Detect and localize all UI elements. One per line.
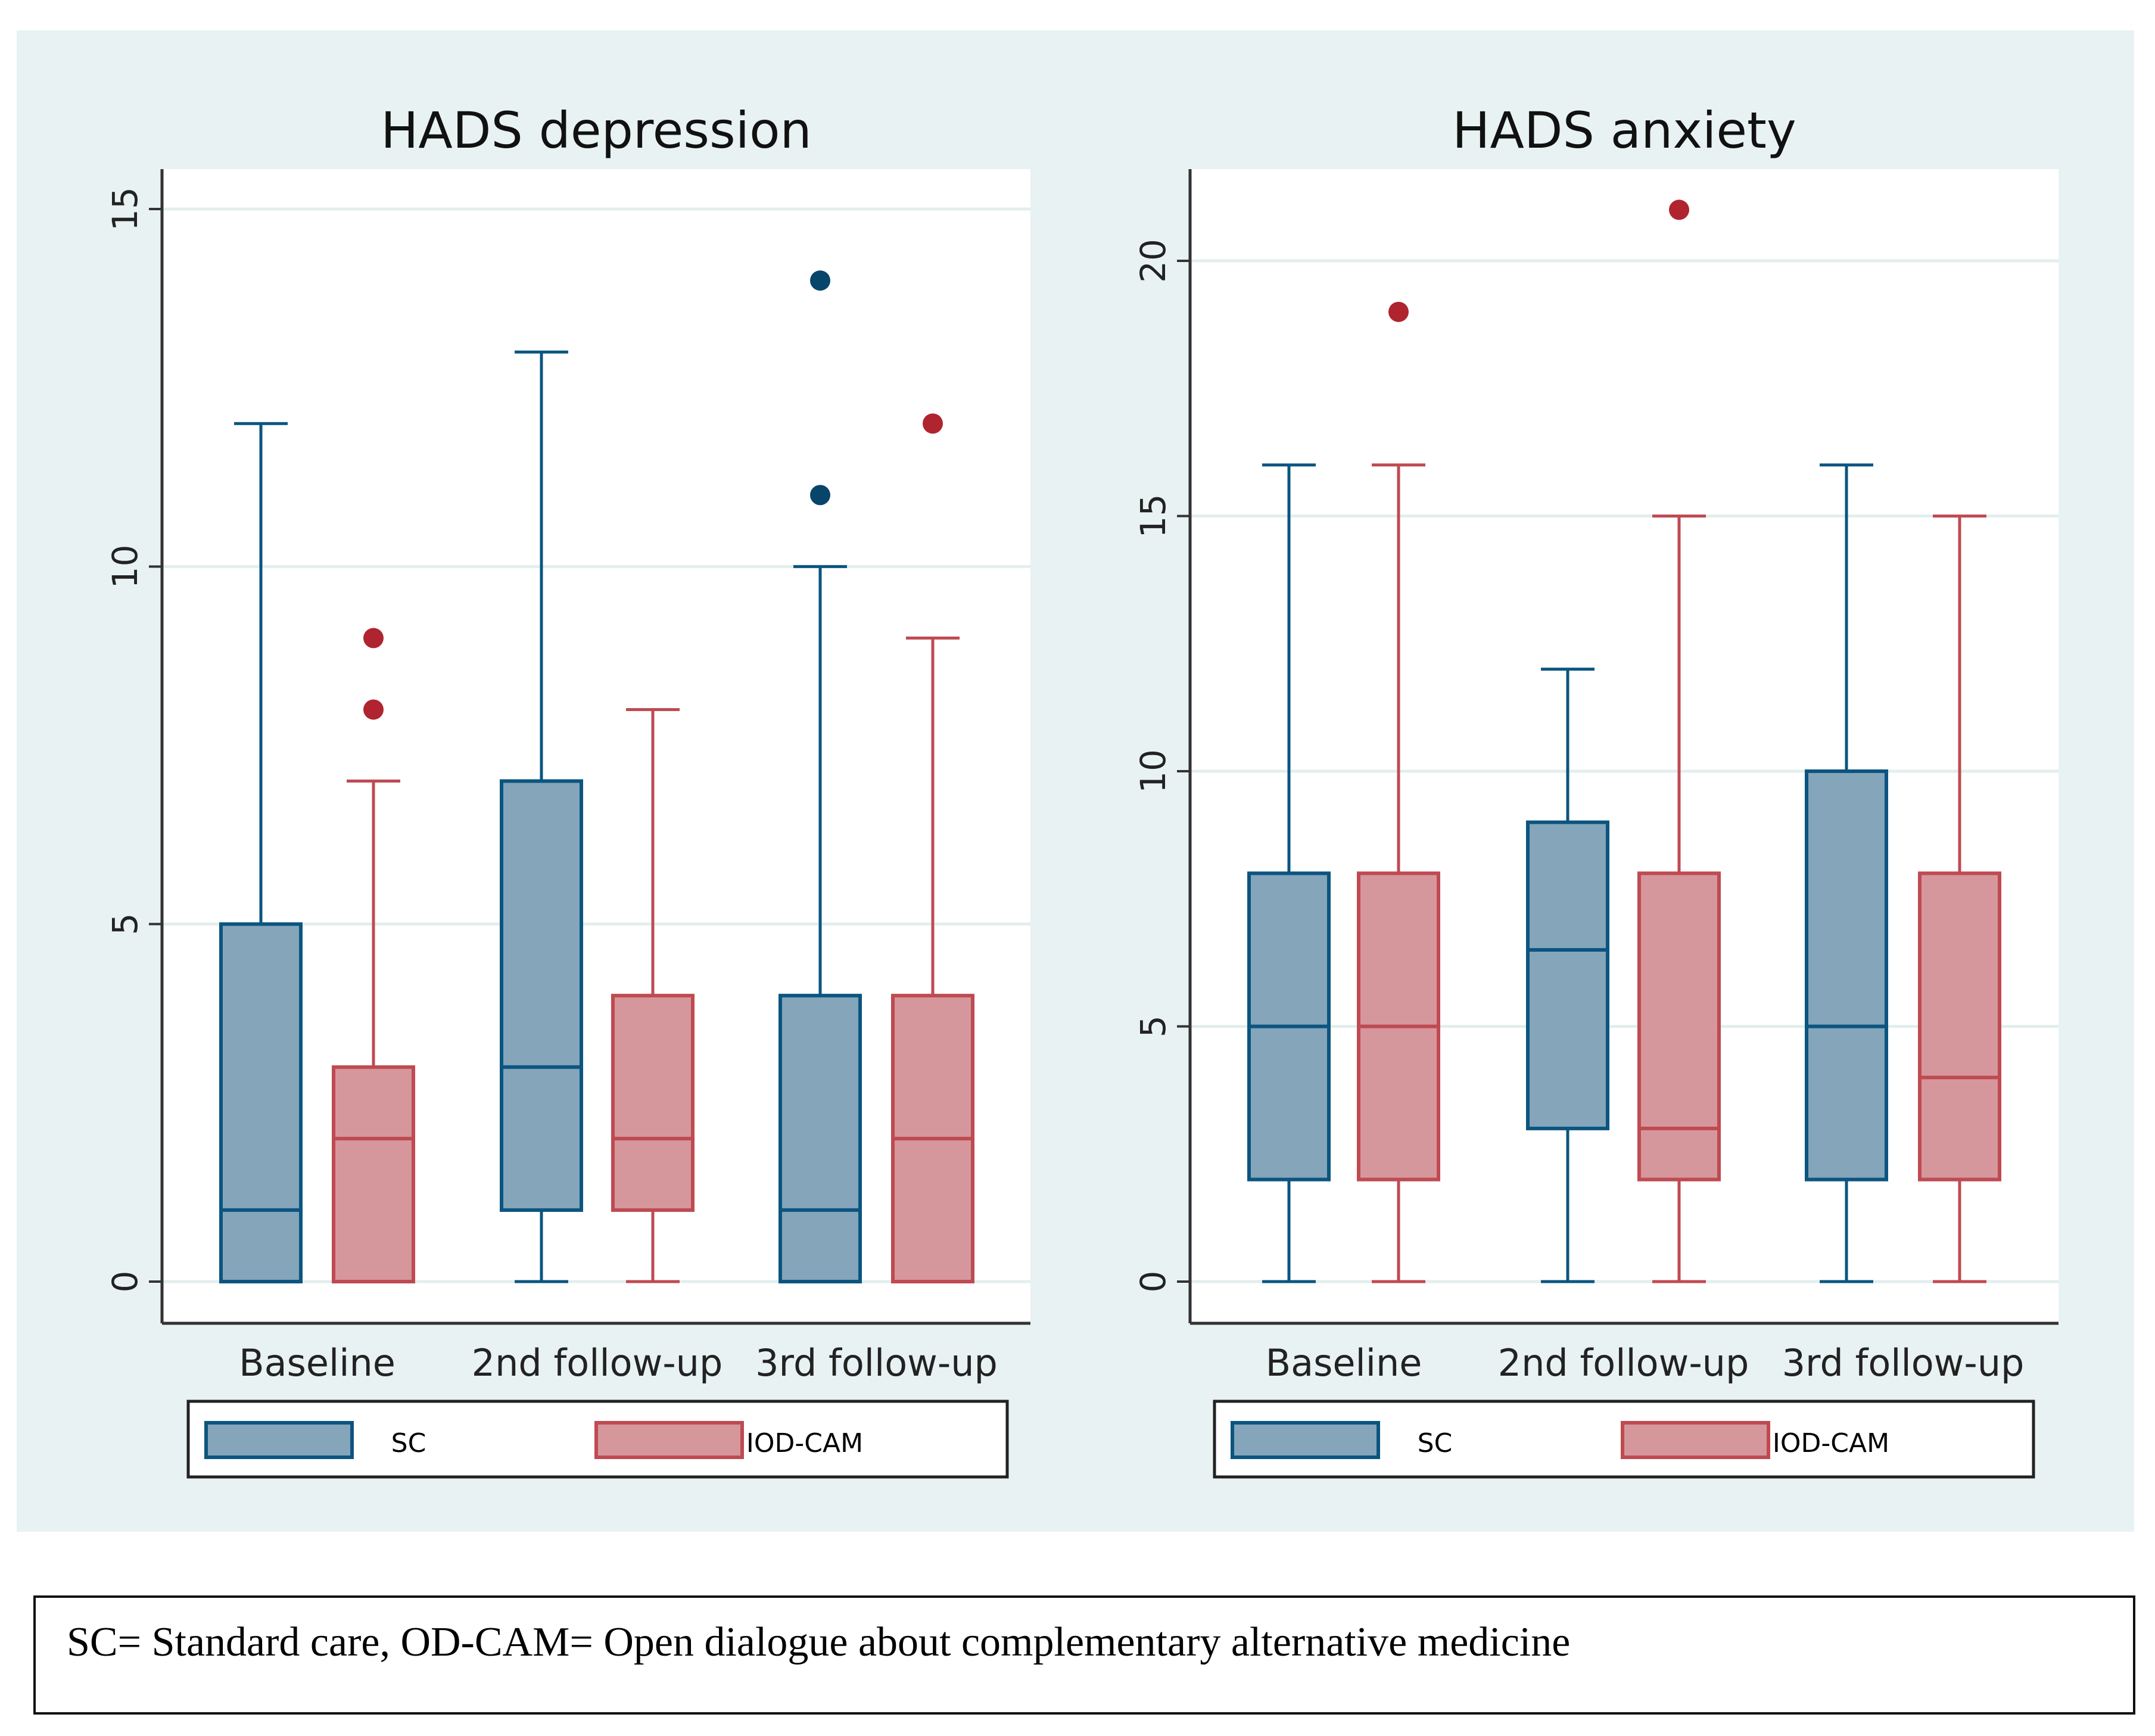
box-sc (219, 422, 303, 1283)
legend-label: SC (391, 1428, 426, 1458)
chart-title: HADS depression (381, 101, 812, 160)
x-category-label: Baseline (1266, 1341, 1422, 1385)
y-tick-label: 10 (105, 544, 145, 588)
iqr-box (500, 779, 583, 1212)
x-category-label: 2nd follow-up (1498, 1341, 1749, 1385)
legend-label: SC (1418, 1428, 1453, 1458)
legend-swatch (1621, 1421, 1770, 1459)
box-sc (1526, 668, 1609, 1283)
chart-panel-1: HADS anxiety 0 5 10 15 20 Baseline 2nd follow-u… (1133, 101, 2059, 1479)
iqr-box (778, 993, 862, 1283)
box-iod-cam (1637, 200, 1721, 1283)
y-tick-label: 10 (1133, 749, 1173, 793)
y-tick-label: 0 (1133, 1271, 1173, 1293)
iqr-box (1637, 871, 1721, 1182)
y-tick-label: 5 (105, 913, 145, 935)
outlier-point (810, 485, 830, 506)
box-iod-cam (611, 708, 695, 1283)
iqr-box (219, 922, 303, 1283)
y-tick-label: 15 (1133, 494, 1173, 538)
outlier-point (1669, 200, 1689, 220)
x-category-label: 3rd follow-up (755, 1341, 998, 1385)
outlier-point (923, 413, 943, 434)
legend-swatch (204, 1421, 354, 1459)
iqr-box (332, 1065, 415, 1284)
chart-title: HADS anxiety (1452, 101, 1796, 160)
x-category-label: 3rd follow-up (1782, 1341, 2025, 1385)
y-tick-label: 20 (1133, 239, 1173, 283)
legend-label: IOD-CAM (1773, 1428, 1889, 1458)
box-sc (778, 270, 862, 1283)
box-sc (1805, 463, 1888, 1283)
plot-area (162, 169, 1030, 1323)
iqr-box (1918, 871, 2001, 1182)
x-category-label: 2nd follow-up (472, 1341, 723, 1385)
y-tick-label: 0 (105, 1271, 145, 1293)
iqr-box (1526, 820, 1609, 1130)
chart-panel-0: HADS depression 0 5 10 15 Baseline 2nd follow-… (105, 101, 1030, 1479)
caption-box (33, 1595, 2135, 1715)
box-iod-cam (891, 413, 974, 1283)
outlier-point (1388, 301, 1409, 322)
legend-swatch (1231, 1421, 1380, 1459)
box-iod-cam (1357, 301, 1440, 1283)
plot-area (1190, 169, 2059, 1323)
legend: SC IOD-CAM (186, 1400, 1009, 1479)
legend: SC IOD-CAM (1213, 1400, 2035, 1479)
iqr-box (611, 993, 695, 1212)
legend-swatch (594, 1421, 744, 1459)
legend-label: IOD-CAM (746, 1428, 863, 1458)
outlier-point (810, 270, 830, 291)
caption-text: SC= Standard care, OD-CAM= Open dialogue… (67, 1619, 1570, 1665)
outlier-point (363, 628, 384, 649)
box-sc (500, 350, 583, 1283)
box-iod-cam (332, 628, 415, 1284)
box-sc (1247, 463, 1331, 1283)
box-iod-cam (1918, 515, 2001, 1283)
iqr-box (1805, 769, 1888, 1182)
outlier-point (363, 699, 384, 720)
y-tick-label: 15 (105, 187, 145, 231)
x-category-label: Baseline (239, 1341, 396, 1385)
y-tick-label: 5 (1133, 1015, 1173, 1037)
